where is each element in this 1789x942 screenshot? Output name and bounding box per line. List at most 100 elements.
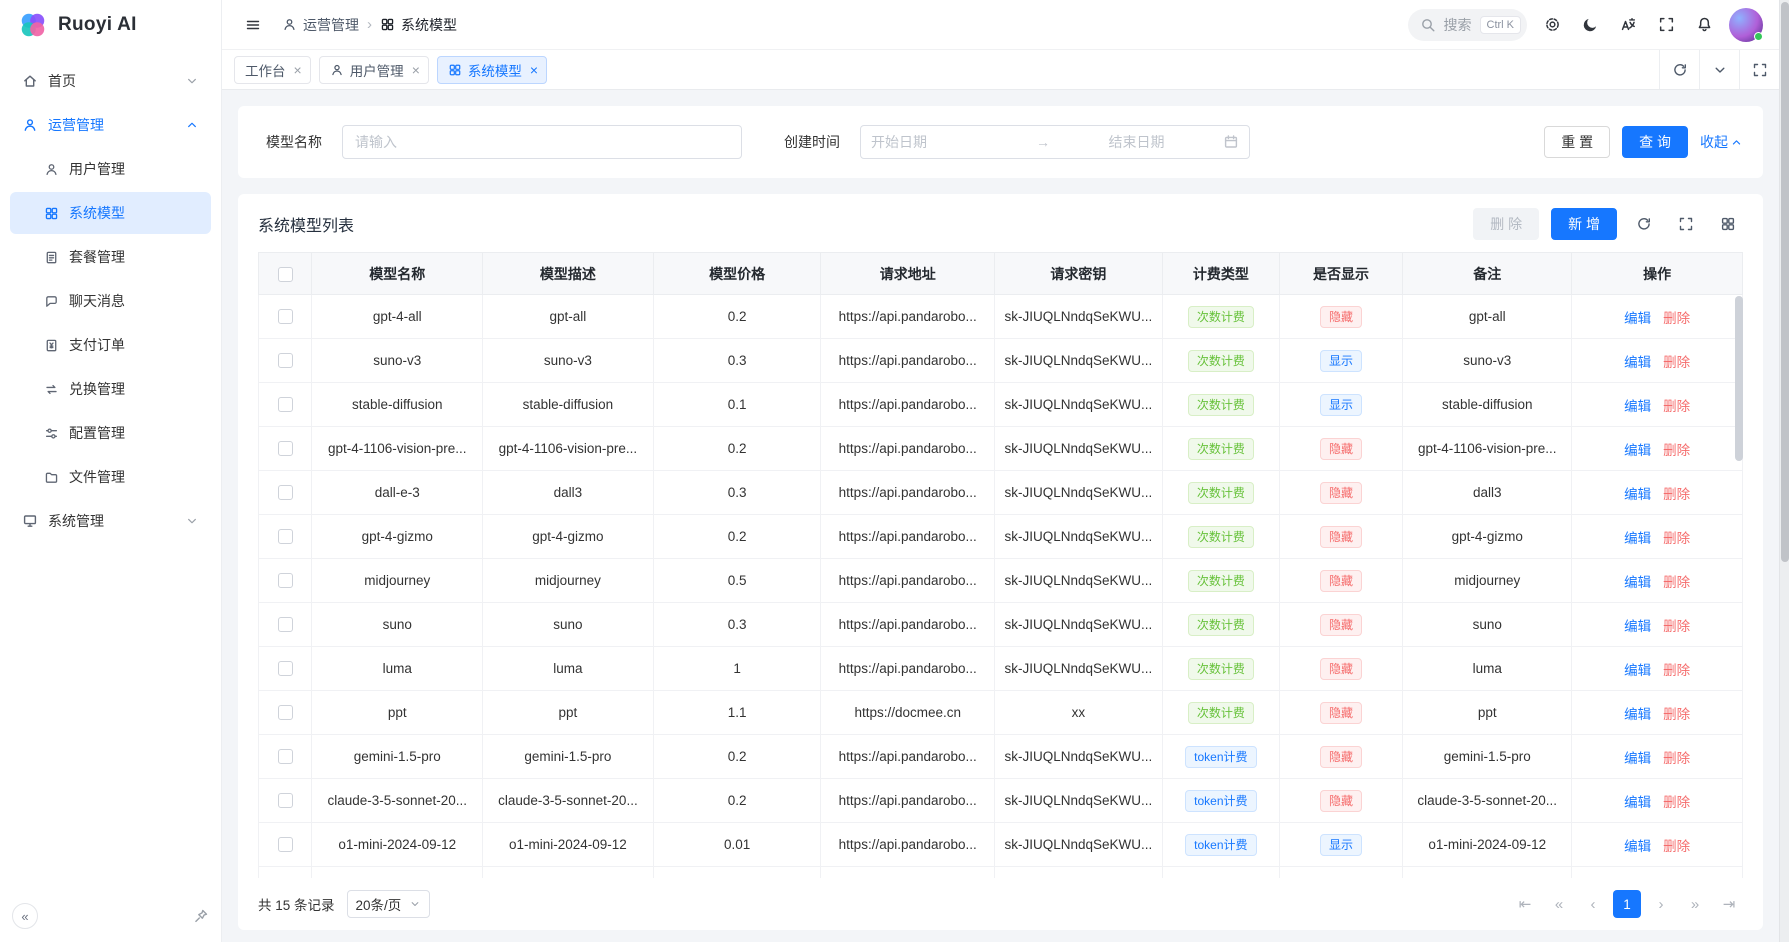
sidebar-item[interactable]: 套餐管理 [10, 236, 211, 278]
next-page-button[interactable]: › [1647, 890, 1675, 918]
close-icon[interactable]: × [530, 63, 538, 77]
tab[interactable]: 工作台× [234, 56, 311, 84]
sidebar-group[interactable]: 首页 [10, 60, 211, 102]
edit-link[interactable]: 编辑 [1624, 839, 1651, 854]
delete-link[interactable]: 删除 [1663, 355, 1690, 370]
delete-link[interactable]: 删除 [1663, 839, 1690, 854]
row-checkbox[interactable] [278, 309, 293, 324]
batch-delete-button[interactable]: 删 除 [1473, 208, 1539, 240]
edit-link[interactable]: 编辑 [1624, 399, 1651, 414]
delete-link[interactable]: 删除 [1663, 399, 1690, 414]
delete-link[interactable]: 删除 [1663, 575, 1690, 590]
sidebar-item[interactable]: 系统模型 [10, 192, 211, 234]
edit-link[interactable]: 编辑 [1624, 795, 1651, 810]
row-checkbox[interactable] [278, 617, 293, 632]
table-scrollbar-thumb[interactable] [1735, 296, 1743, 461]
row-checkbox[interactable] [278, 661, 293, 676]
sidebar-collapse-button[interactable]: « [12, 903, 38, 929]
sidebar-item[interactable]: 兑换管理 [10, 368, 211, 410]
delete-link[interactable]: 删除 [1663, 487, 1690, 502]
global-search[interactable]: 搜索 Ctrl K [1408, 9, 1528, 41]
edit-link[interactable]: 编辑 [1624, 531, 1651, 546]
row-checkbox[interactable] [278, 353, 293, 368]
date-range-picker[interactable]: → [860, 125, 1250, 159]
window-scrollbar[interactable] [1779, 0, 1789, 942]
tabs-fullscreen-button[interactable] [1739, 50, 1779, 89]
tab[interactable]: 用户管理× [319, 56, 429, 84]
fast-prev-button[interactable]: « [1545, 890, 1573, 918]
fullscreen-button[interactable] [1651, 10, 1681, 40]
table-refresh-button[interactable] [1629, 209, 1659, 239]
window-scrollbar-thumb[interactable] [1781, 2, 1789, 562]
sidebar-item[interactable]: 聊天消息 [10, 280, 211, 322]
table-scrollbar[interactable] [1735, 296, 1743, 874]
edit-link[interactable]: 编辑 [1624, 663, 1651, 678]
row-checkbox[interactable] [278, 749, 293, 764]
collapse-filter-link[interactable]: 收起 [1700, 132, 1743, 152]
last-page-button[interactable]: ⇥ [1715, 890, 1743, 918]
sidebar-item[interactable]: 用户管理 [10, 148, 211, 190]
sidebar-group[interactable]: 系统管理 [10, 500, 211, 542]
fast-next-button[interactable]: » [1681, 890, 1709, 918]
row-checkbox[interactable] [278, 529, 293, 544]
row-checkbox[interactable] [278, 441, 293, 456]
tabs-refresh-button[interactable] [1659, 50, 1699, 89]
edit-link[interactable]: 编辑 [1624, 443, 1651, 458]
page-1-button[interactable]: 1 [1613, 890, 1641, 918]
row-checkbox[interactable] [278, 573, 293, 588]
start-date-input[interactable] [871, 134, 1028, 150]
delete-link[interactable]: 删除 [1663, 311, 1690, 326]
moon-button[interactable] [1575, 10, 1605, 40]
breadcrumb-item[interactable]: 运营管理 [282, 15, 359, 35]
sidebar-item[interactable]: 文件管理 [10, 456, 211, 498]
sidebar-item[interactable]: 支付订单 [10, 324, 211, 366]
table-fullscreen-button[interactable] [1671, 209, 1701, 239]
close-icon[interactable]: × [412, 63, 420, 77]
delete-link[interactable]: 删除 [1663, 795, 1690, 810]
breadcrumb-item[interactable]: 系统模型 [380, 15, 457, 35]
bell-button[interactable] [1689, 10, 1719, 40]
end-date-input[interactable] [1058, 134, 1215, 150]
add-button[interactable]: 新 增 [1551, 208, 1617, 240]
edit-link[interactable]: 编辑 [1624, 751, 1651, 766]
delete-link[interactable]: 删除 [1663, 751, 1690, 766]
model-name-input[interactable] [342, 125, 742, 159]
sidebar-group[interactable]: 运营管理 [10, 104, 211, 146]
menu-toggle-button[interactable] [238, 10, 268, 40]
first-page-button[interactable]: ⇤ [1511, 890, 1539, 918]
delete-link[interactable]: 删除 [1663, 663, 1690, 678]
query-button[interactable]: 查 询 [1622, 126, 1688, 158]
row-checkbox[interactable] [278, 485, 293, 500]
sidebar-item[interactable]: 配置管理 [10, 412, 211, 454]
edit-link[interactable]: 编辑 [1624, 311, 1651, 326]
edit-link[interactable]: 编辑 [1624, 355, 1651, 370]
prev-page-button[interactable]: ‹ [1579, 890, 1607, 918]
chevron-down-icon [409, 898, 421, 910]
reset-button[interactable]: 重 置 [1544, 126, 1610, 158]
edit-link[interactable]: 编辑 [1624, 707, 1651, 722]
close-icon[interactable]: × [294, 63, 302, 77]
delete-link[interactable]: 删除 [1663, 707, 1690, 722]
row-checkbox[interactable] [278, 837, 293, 852]
delete-link[interactable]: 删除 [1663, 619, 1690, 634]
pin-icon[interactable] [193, 908, 209, 924]
logo[interactable]: Ruoyi AI [0, 0, 221, 50]
delete-link[interactable]: 删除 [1663, 531, 1690, 546]
translate-button[interactable] [1613, 10, 1643, 40]
row-checkbox[interactable] [278, 793, 293, 808]
tab[interactable]: 系统模型× [437, 56, 547, 84]
user-avatar[interactable] [1729, 8, 1763, 42]
cell-model-price: 0.5 [653, 559, 821, 603]
column-settings-button[interactable] [1713, 209, 1743, 239]
select-all-checkbox[interactable] [278, 267, 293, 282]
tabs-menu-button[interactable] [1699, 50, 1739, 89]
page-size-select[interactable]: 20条/页 [347, 890, 431, 918]
edit-link[interactable]: 编辑 [1624, 575, 1651, 590]
edit-link[interactable]: 编辑 [1624, 619, 1651, 634]
gear-button[interactable] [1537, 10, 1567, 40]
cell-visible: 隐藏 [1279, 603, 1402, 647]
edit-link[interactable]: 编辑 [1624, 487, 1651, 502]
row-checkbox[interactable] [278, 705, 293, 720]
delete-link[interactable]: 删除 [1663, 443, 1690, 458]
row-checkbox[interactable] [278, 397, 293, 412]
